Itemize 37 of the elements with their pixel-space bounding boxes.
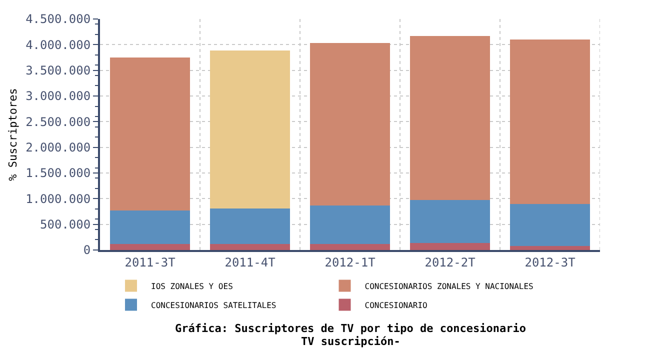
- bar: [410, 36, 490, 200]
- x-tick-label: 2011-3T: [124, 255, 176, 270]
- bar: [310, 205, 390, 244]
- y-axis-title: % Suscriptores: [6, 88, 20, 181]
- y-tick-label: 4.000.000: [26, 38, 91, 52]
- bar: [210, 244, 290, 250]
- bar: [310, 43, 390, 206]
- y-tick-label: 1.500.000: [26, 166, 91, 180]
- y-tick-label: 3.000.000: [26, 89, 91, 104]
- y-tick-label: 4.500.000: [26, 12, 91, 26]
- legend-label: CONCESIONARIO: [364, 300, 428, 310]
- y-tick-label: 2.000.000: [26, 140, 91, 155]
- y-tick-label: 1.000.000: [26, 192, 91, 206]
- bar: [410, 200, 490, 243]
- legend-label: IOS ZONALES Y OES: [151, 282, 234, 291]
- text: Gráfica: Suscriptores de TV por tipo de concesionario: [175, 322, 526, 335]
- bar: [110, 244, 190, 250]
- y-tick-label: 3.500.000: [26, 64, 91, 78]
- bar: [110, 210, 190, 244]
- bar: [510, 40, 590, 204]
- bar: [510, 246, 590, 250]
- legend-label: CONCESIONARIOS SATELITALES: [151, 300, 276, 310]
- y-tick-label: 2.500.000: [26, 114, 91, 129]
- x-tick-label: 2012-3T: [524, 255, 576, 270]
- y-tick-label: 500.000: [40, 218, 91, 232]
- bar: [410, 242, 490, 250]
- x-tick-label: 2012-2T: [424, 255, 476, 270]
- bar: [310, 244, 390, 250]
- bar: [210, 208, 290, 244]
- bar: [510, 204, 590, 246]
- x-tick-label: 2012-1T: [324, 255, 376, 270]
- legend-label: CONCESIONARIOS ZONALES Y NACIONALES: [364, 282, 534, 291]
- x-tick-label: 2011-4T: [224, 255, 276, 270]
- bar: [110, 58, 190, 210]
- bar: [210, 50, 290, 208]
- y-tick-label: 0: [83, 243, 91, 258]
- text: TV suscripción-: [301, 335, 400, 348]
